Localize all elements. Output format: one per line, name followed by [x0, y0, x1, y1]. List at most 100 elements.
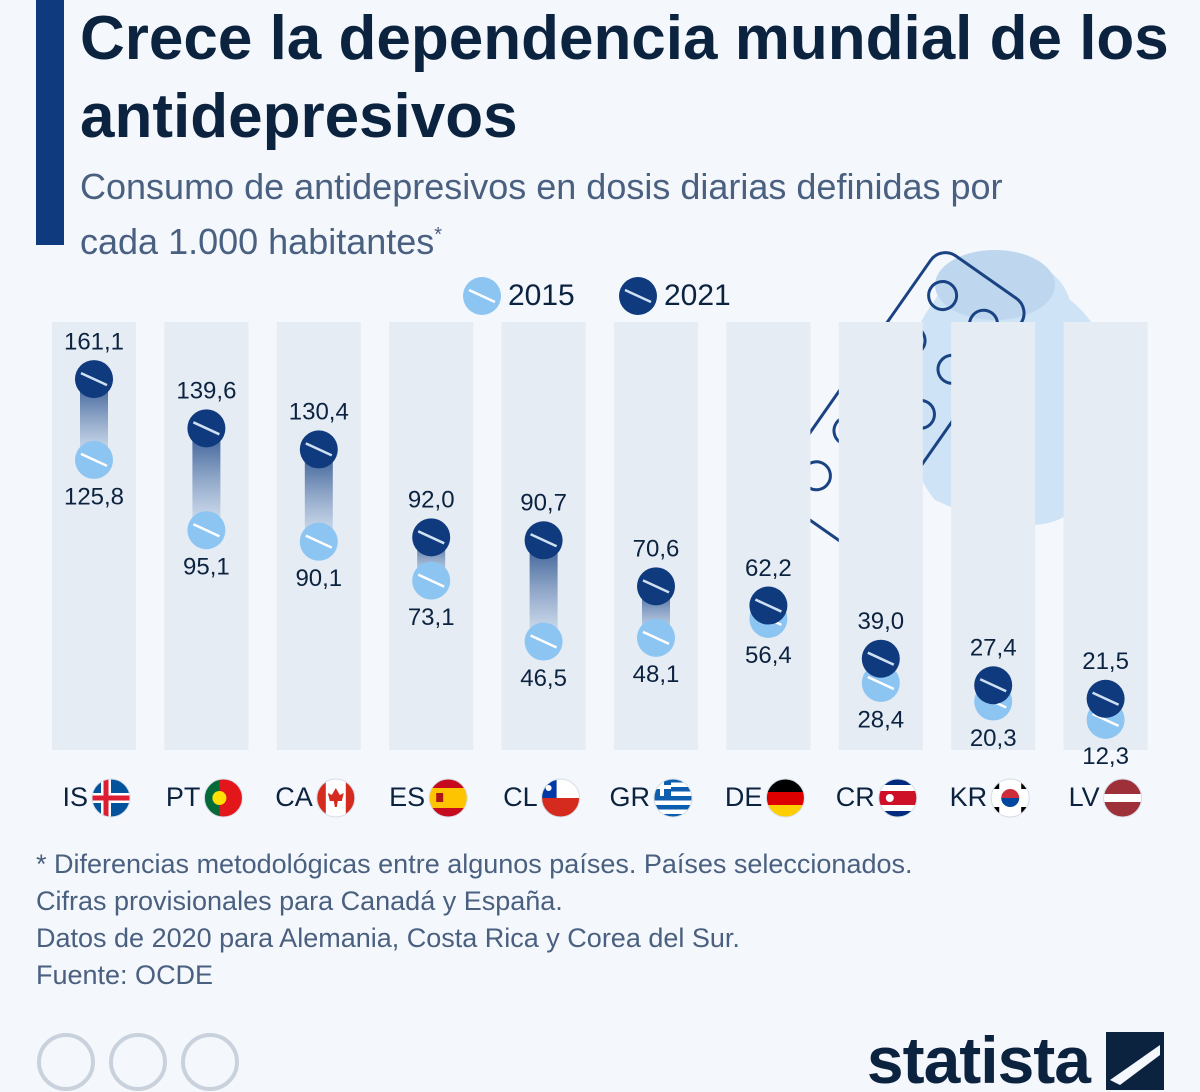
notes: * Diferencias metodológicas entre alguno…	[36, 846, 913, 957]
pill-2015	[75, 440, 113, 479]
category-label: KR	[950, 782, 988, 812]
flag-emblem	[212, 791, 227, 805]
flag-cross	[660, 779, 664, 796]
pill-2021-score	[979, 678, 1007, 693]
pill-2021	[1086, 679, 1125, 718]
source: Fuente: OCDE	[36, 960, 214, 990]
legend-label: 2015	[508, 279, 575, 312]
category-label: CA	[275, 782, 313, 812]
legend-item: 2021	[619, 277, 731, 315]
flag-ring	[765, 778, 805, 818]
flag-stripe	[654, 779, 692, 783]
flag	[541, 779, 580, 817]
subtitle-marker: *	[434, 224, 443, 246]
pill-2021-score	[530, 533, 558, 548]
category-label: IS	[62, 782, 88, 812]
pill-2015-score	[530, 634, 558, 649]
category-label: CL	[503, 782, 538, 812]
pill-2021	[974, 666, 1013, 705]
flag-yang	[1001, 798, 1020, 807]
flag-trigram	[1021, 807, 1028, 813]
flag-yin	[1001, 789, 1020, 798]
flag	[1103, 779, 1142, 817]
value-label: 125,8	[64, 483, 124, 510]
flag-band	[1103, 794, 1142, 802]
legend-marker-score	[468, 288, 496, 304]
pill-2021-score	[80, 371, 108, 387]
note: * Diferencias metodológicas entre alguno…	[36, 849, 913, 879]
flag-ring	[990, 778, 1030, 818]
flag-bg	[766, 779, 805, 792]
flag-ring	[203, 778, 243, 818]
pill-2015	[412, 561, 451, 600]
brand-icon	[1106, 1032, 1164, 1090]
note: Cifras provisionales para Canadá y Españ…	[36, 886, 563, 916]
pill-2021-score	[754, 598, 782, 613]
flag-ring	[428, 778, 468, 818]
flag-cross	[103, 779, 109, 817]
flag-cross	[92, 795, 130, 801]
brand: statista	[866, 1023, 1091, 1092]
flag-band	[204, 779, 220, 817]
flag-leaf	[327, 788, 344, 807]
flag	[316, 779, 355, 817]
flag	[429, 779, 468, 817]
subtitle: Consumo de antidepresivos en dosis diari…	[80, 166, 1003, 262]
flag	[991, 779, 1030, 817]
flag	[204, 779, 243, 817]
value-label: 139,6	[176, 378, 236, 405]
value-label: 28,4	[857, 706, 904, 733]
value-label: 20,3	[970, 725, 1017, 752]
flag-band	[429, 788, 468, 808]
pill-2015	[524, 622, 563, 661]
pill-2015	[637, 618, 675, 657]
value-label: 39,0	[857, 608, 904, 635]
flag-trigram	[993, 783, 1000, 789]
license-icons	[37, 1033, 239, 1091]
title: Crece la dependencia mundial de los anti…	[80, 4, 1169, 151]
pill-2015-score	[305, 534, 333, 549]
flag-stripe	[654, 787, 692, 792]
value-label: 56,4	[745, 642, 792, 669]
note: Datos de 2020 para Alemania, Costa Rica …	[36, 923, 740, 953]
pill-2015-score	[417, 573, 445, 588]
flag-band	[345, 779, 355, 817]
value-label: 62,2	[745, 555, 792, 582]
flag	[766, 779, 805, 817]
value-label: 73,1	[408, 604, 455, 631]
flag-ring	[316, 778, 356, 818]
flag-emblem	[436, 793, 444, 802]
pill-2015-score	[1092, 712, 1120, 727]
pill-2021	[299, 430, 338, 469]
pill-2015-score	[642, 630, 670, 645]
category-label: PT	[166, 782, 201, 812]
flag-stripe	[654, 805, 692, 810]
flag-ring	[541, 778, 581, 818]
pill-2021	[187, 409, 226, 448]
pill-2015-score	[80, 452, 108, 468]
pill-2015-score	[867, 675, 895, 691]
pill-2015-score	[192, 523, 220, 538]
flag-band	[766, 792, 805, 805]
value-label: 27,4	[970, 635, 1017, 662]
value-label: 12,3	[1082, 743, 1129, 770]
flag-star	[545, 785, 552, 791]
pill-2015	[299, 522, 338, 561]
subtitle-block: Consumo de antidepresivos en dosis diari…	[80, 163, 1070, 266]
flag-stripe	[654, 796, 692, 801]
pill-2021-score	[305, 442, 333, 457]
flag-stripe	[654, 814, 692, 817]
legend-marker-score	[624, 288, 652, 304]
flag-ring	[653, 778, 693, 818]
pill-2021	[412, 518, 451, 557]
pill-2021	[637, 567, 675, 606]
pill-2021-score	[642, 579, 670, 594]
column-band	[614, 322, 698, 750]
flag-trigram	[993, 807, 1000, 813]
pill-2021-score	[192, 421, 220, 436]
value-label: 90,7	[520, 490, 567, 517]
pill-2021-score	[1092, 691, 1120, 706]
pill-2021	[861, 639, 900, 678]
